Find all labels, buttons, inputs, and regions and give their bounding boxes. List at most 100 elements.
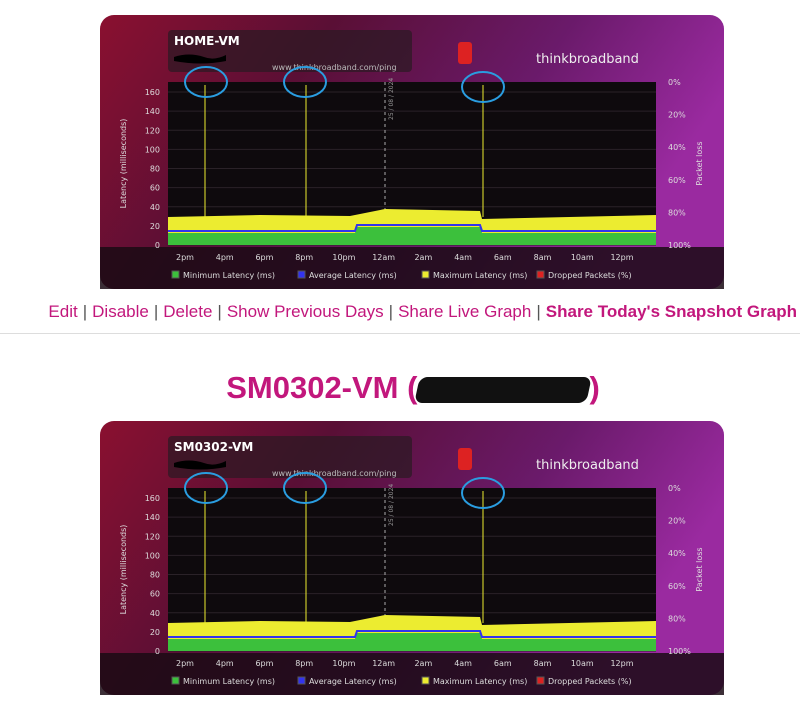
- y-tick-label: 60: [150, 590, 160, 599]
- y2-tick-label: 80%: [668, 614, 686, 623]
- link[interactable]: Share Live Graph: [398, 302, 532, 321]
- y-tick-label: 0: [155, 241, 160, 250]
- avg-latency-line: [168, 630, 656, 638]
- graph-image: HOME-VM www.thinkbroadband.com/ping thinkb…: [100, 15, 724, 289]
- min-latency-band: [168, 227, 656, 245]
- lower-panel: [100, 653, 724, 695]
- annotation-circle: [283, 472, 327, 504]
- graph-image: SM0302-VM www.thinkbroadband.com/ping thin…: [100, 421, 724, 695]
- legend-label: Minimum Latency (ms): [183, 677, 275, 686]
- y2-tick-label: 20%: [668, 517, 686, 526]
- x-tick-label: 2am: [414, 253, 432, 262]
- x-tick-label: 2pm: [176, 253, 194, 262]
- y2-tick-label: 0%: [668, 78, 681, 87]
- heading-prefix: SM0302-VM (: [226, 370, 418, 405]
- lower-panel: [100, 247, 724, 289]
- x-tick-label: 12pm: [610, 659, 633, 668]
- y-tick-label: 40: [150, 203, 160, 212]
- redaction: [174, 460, 226, 470]
- brand: thinkbroadband: [536, 52, 639, 67]
- legend-label: Average Latency (ms): [309, 271, 397, 280]
- y-tick-label: 120: [145, 532, 160, 541]
- separator: |: [536, 302, 541, 321]
- y2-tick-label: 100%: [668, 241, 691, 250]
- y2-axis-label: Packet loss: [695, 547, 704, 591]
- y-tick-label: 140: [145, 513, 160, 522]
- legend-swatch: [536, 270, 545, 279]
- y-tick-label: 160: [145, 494, 160, 503]
- link[interactable]: Share Today's Snapshot Graph: [545, 302, 797, 321]
- logo-box: [458, 448, 472, 470]
- y2-tick-label: 40%: [668, 143, 686, 152]
- date-label: 25 / 08 / 2024: [388, 78, 395, 120]
- link[interactable]: Disable: [92, 302, 149, 321]
- legend-label: Average Latency (ms): [309, 677, 397, 686]
- separator: |: [153, 302, 159, 321]
- title-box: [168, 30, 412, 72]
- x-tick-label: 12pm: [610, 253, 633, 262]
- legend-label: Minimum Latency (ms): [183, 271, 275, 280]
- legend-swatch: [536, 676, 545, 685]
- x-tick-label: 10pm: [332, 659, 355, 668]
- y-tick-label: 0: [155, 647, 160, 656]
- annotation-circle: [283, 66, 327, 98]
- annotation-circle: [461, 71, 505, 103]
- x-tick-label: 10pm: [332, 253, 355, 262]
- graph-url: www.thinkbroadband.com/ping: [272, 469, 397, 478]
- x-tick-label: 4am: [454, 659, 472, 668]
- x-tick-label: 6am: [494, 659, 512, 668]
- x-tick-label: 6pm: [255, 659, 273, 668]
- x-tick-label: 4pm: [216, 659, 234, 668]
- y-tick-label: 120: [145, 126, 160, 135]
- redaction: [174, 54, 226, 64]
- x-tick-label: 6am: [494, 253, 512, 262]
- x-tick-label: 10am: [571, 659, 594, 668]
- annotation-circle: [184, 472, 228, 504]
- date-label: 25 / 08 / 2024: [388, 484, 395, 526]
- annotation-circle: [461, 477, 505, 509]
- y-axis-label: Latency (milliseconds): [119, 119, 128, 209]
- legend-swatch: [421, 676, 430, 685]
- legend-swatch: [171, 676, 180, 685]
- graph: HOME-VM www.thinkbroadband.com/ping thinkb…: [100, 15, 724, 289]
- y-tick-label: 20: [150, 628, 160, 637]
- y2-tick-label: 0%: [668, 484, 681, 493]
- legend-swatch: [297, 676, 306, 685]
- legend-swatch: [297, 270, 306, 279]
- y-tick-label: 60: [150, 184, 160, 193]
- heading-suffix: ): [589, 370, 600, 405]
- link[interactable]: Delete: [163, 302, 213, 321]
- link-row: Edit | Disable | Delete | Show Previous Days | S…: [48, 302, 797, 322]
- legend-swatch: [171, 270, 180, 279]
- y-tick-label: 160: [145, 88, 160, 97]
- y-tick-label: 140: [145, 107, 160, 116]
- y2-tick-label: 80%: [668, 208, 686, 217]
- legend-label: Dropped Packets (%): [548, 271, 632, 280]
- y-axis-label: Latency (milliseconds): [119, 525, 128, 615]
- y2-axis-label: Packet loss: [695, 141, 704, 185]
- brand: thinkbroadband: [536, 458, 639, 473]
- annotation-circle: [184, 66, 228, 98]
- legend-label: Dropped Packets (%): [548, 677, 632, 686]
- min-latency-band: [168, 633, 656, 651]
- x-tick-label: 8am: [534, 659, 552, 668]
- link[interactable]: Edit: [48, 302, 78, 321]
- x-tick-label: 12am: [372, 659, 395, 668]
- y-tick-label: 20: [150, 222, 160, 231]
- y-tick-label: 80: [150, 165, 160, 174]
- y-tick-label: 100: [145, 145, 160, 154]
- graph-name: HOME-VM: [174, 34, 240, 48]
- graph-name: SM0302-VM: [174, 440, 253, 454]
- legend-label: Maximum Latency (ms): [433, 271, 527, 280]
- y-tick-label: 80: [150, 571, 160, 580]
- graph: SM0302-VM www.thinkbroadband.com/ping thin…: [100, 421, 724, 695]
- x-tick-label: 6pm: [255, 253, 273, 262]
- divider: [0, 333, 800, 334]
- separator: |: [217, 302, 222, 321]
- x-tick-label: 12am: [372, 253, 395, 262]
- logo-box: [458, 42, 472, 64]
- separator: |: [388, 302, 394, 321]
- link[interactable]: Show Previous Days: [226, 302, 384, 321]
- legend-swatch: [421, 270, 430, 279]
- x-tick-label: 8am: [534, 253, 552, 262]
